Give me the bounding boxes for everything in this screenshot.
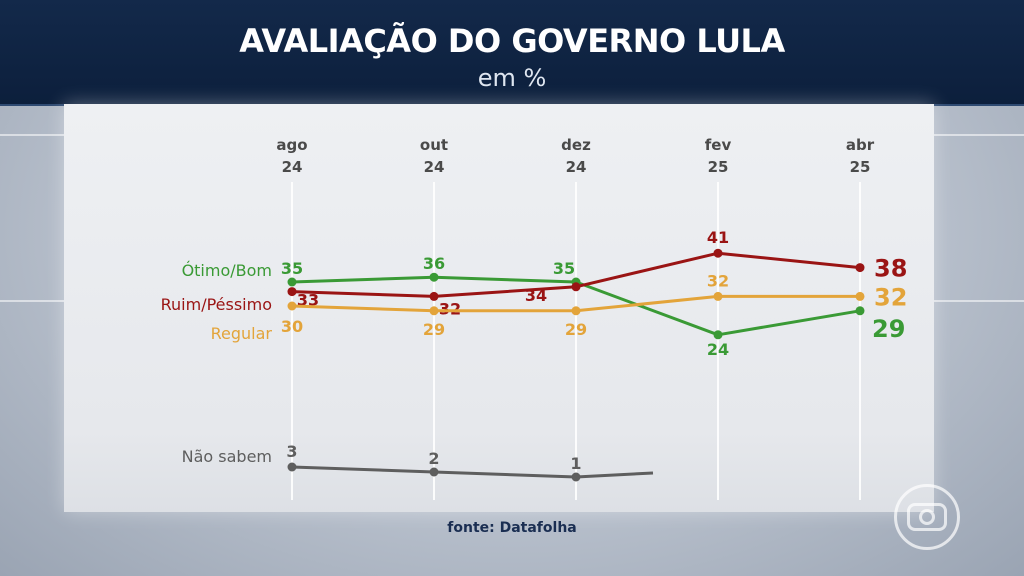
data-label: 41 — [707, 228, 729, 247]
legend-label: Ótimo/Bom — [182, 261, 272, 280]
data-label: 32 — [439, 299, 461, 318]
data-point — [571, 282, 581, 292]
globo-logo-icon — [894, 484, 960, 550]
tick-label-year: 25 — [850, 158, 871, 176]
data-point — [429, 306, 439, 316]
data-point — [571, 472, 581, 482]
tick-label-year: 24 — [282, 158, 303, 176]
tick-label-month: dez — [561, 136, 591, 154]
chart-title: AVALIAÇÃO DO GOVERNO LULA — [239, 22, 785, 60]
tick-label-month: fev — [705, 136, 732, 154]
legend-label: Ruim/Péssimo — [161, 295, 272, 314]
data-label: 32 — [707, 271, 729, 290]
data-point — [713, 330, 723, 340]
source-note: fonte: Datafolha — [447, 520, 577, 536]
data-label: 1 — [570, 454, 581, 473]
data-label: 38 — [874, 255, 907, 283]
data-label: 32 — [874, 283, 907, 311]
logo-screen-shape — [907, 503, 947, 531]
data-point — [855, 291, 865, 301]
data-point — [287, 301, 297, 311]
data-label: 2 — [428, 449, 439, 468]
data-point — [429, 291, 439, 301]
data-point — [287, 287, 297, 297]
data-label: 3 — [286, 442, 297, 461]
legend-label: Regular — [211, 324, 273, 343]
data-label: 29 — [565, 320, 587, 339]
header-bar: AVALIAÇÃO DO GOVERNO LULA em % — [0, 0, 1024, 106]
data-label: 36 — [423, 254, 445, 273]
chart-panel — [64, 104, 934, 512]
logo-dot-shape — [919, 509, 935, 525]
backdrop-line — [0, 300, 64, 302]
data-label: 35 — [553, 259, 575, 278]
backdrop-line — [934, 134, 1024, 136]
data-label: 29 — [872, 315, 905, 343]
data-point — [429, 272, 439, 282]
backdrop-line — [934, 300, 1024, 302]
backdrop-line — [0, 134, 64, 136]
tick-label-year: 24 — [424, 158, 445, 176]
data-label: 33 — [297, 291, 319, 310]
data-point — [855, 263, 865, 273]
data-point — [571, 306, 581, 316]
data-label: 24 — [707, 340, 729, 359]
series-line — [291, 465, 654, 479]
data-label: 29 — [423, 320, 445, 339]
tick-label-year: 25 — [708, 158, 729, 176]
chart-subtitle: em % — [477, 64, 547, 92]
data-label: 35 — [281, 259, 303, 278]
data-point — [429, 467, 439, 477]
legend-label: Não sabem — [182, 447, 272, 466]
tick-label-month: ago — [276, 136, 307, 154]
data-point — [713, 291, 723, 301]
data-point — [855, 306, 865, 316]
data-label: 30 — [281, 317, 303, 336]
data-point — [713, 248, 723, 258]
tick-label-month: abr — [846, 136, 875, 154]
tick-label-month: out — [420, 136, 448, 154]
data-point — [287, 277, 297, 287]
tick-label-year: 24 — [566, 158, 587, 176]
data-point — [287, 462, 297, 472]
data-label: 34 — [525, 286, 547, 305]
